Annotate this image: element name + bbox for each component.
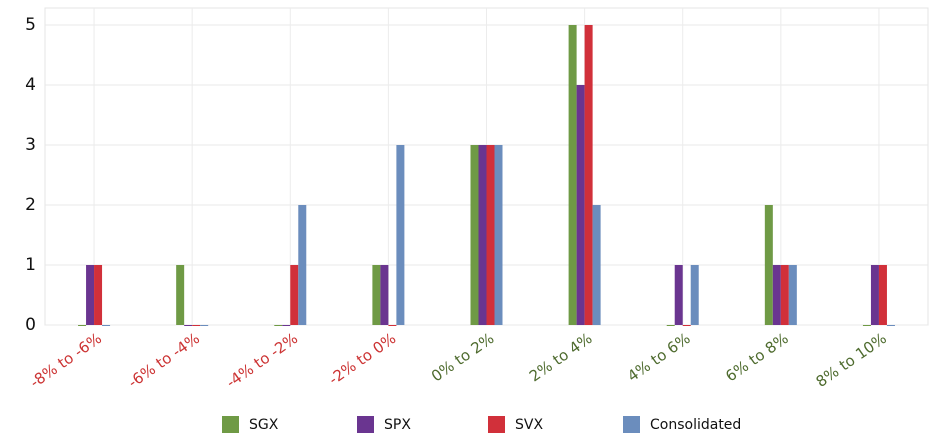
- bar: [192, 325, 201, 326]
- y-tick-label: 2: [25, 195, 36, 215]
- bar: [388, 325, 397, 326]
- bar: [592, 205, 601, 325]
- y-tick-label: 4: [25, 75, 36, 95]
- legend-swatch: [623, 416, 640, 433]
- bar: [764, 205, 773, 325]
- bar: [200, 325, 209, 326]
- bar: [788, 265, 797, 325]
- bar: [290, 265, 299, 325]
- y-tick-label: 1: [25, 255, 36, 275]
- bar: [886, 325, 895, 326]
- bar: [772, 265, 781, 325]
- legend-swatch: [222, 416, 239, 433]
- bar: [274, 325, 283, 326]
- bar: [380, 265, 389, 325]
- bar: [584, 25, 593, 325]
- bar: [94, 265, 103, 325]
- bar: [780, 265, 789, 325]
- x-tick-label: -2% to 0%: [325, 329, 399, 388]
- legend-label: SPX: [384, 417, 411, 433]
- legend-label: SGX: [249, 417, 279, 433]
- bar: [682, 325, 691, 326]
- bar: [282, 325, 291, 326]
- x-tick-label: 8% to 10%: [813, 329, 890, 391]
- bar: [870, 265, 879, 325]
- x-tick-label: 4% to 6%: [624, 329, 693, 385]
- bar: [878, 265, 887, 325]
- bar: [666, 325, 675, 326]
- bar: [184, 325, 193, 326]
- bar: [576, 85, 585, 325]
- bar: [372, 265, 381, 325]
- bar: [176, 265, 185, 325]
- legend-swatch: [488, 416, 505, 433]
- bar: [862, 325, 871, 326]
- bar: [486, 145, 495, 325]
- bar: [102, 325, 111, 326]
- bar: [478, 145, 487, 325]
- bar: [86, 265, 95, 325]
- legend-label: SVX: [515, 417, 543, 433]
- x-tick-label: -8% to -6%: [27, 329, 105, 391]
- x-tick-label: -6% to -4%: [125, 329, 203, 391]
- x-tick-label: 2% to 4%: [526, 329, 595, 385]
- x-tick-label: 0% to 2%: [428, 329, 497, 385]
- bar: [674, 265, 683, 325]
- bar: [568, 25, 577, 325]
- bar: [690, 265, 699, 325]
- x-tick-label: -4% to -2%: [223, 329, 301, 391]
- bar: [78, 325, 87, 326]
- bar: [470, 145, 479, 325]
- y-tick-label: 3: [25, 135, 36, 155]
- bar: [396, 145, 405, 325]
- bar: [298, 205, 307, 325]
- y-tick-label: 0: [25, 315, 36, 335]
- y-tick-label: 5: [25, 15, 36, 35]
- bar: [494, 145, 503, 325]
- legend-swatch: [357, 416, 374, 433]
- legend-label: Consolidated: [650, 417, 741, 433]
- x-tick-label: 6% to 8%: [722, 329, 791, 385]
